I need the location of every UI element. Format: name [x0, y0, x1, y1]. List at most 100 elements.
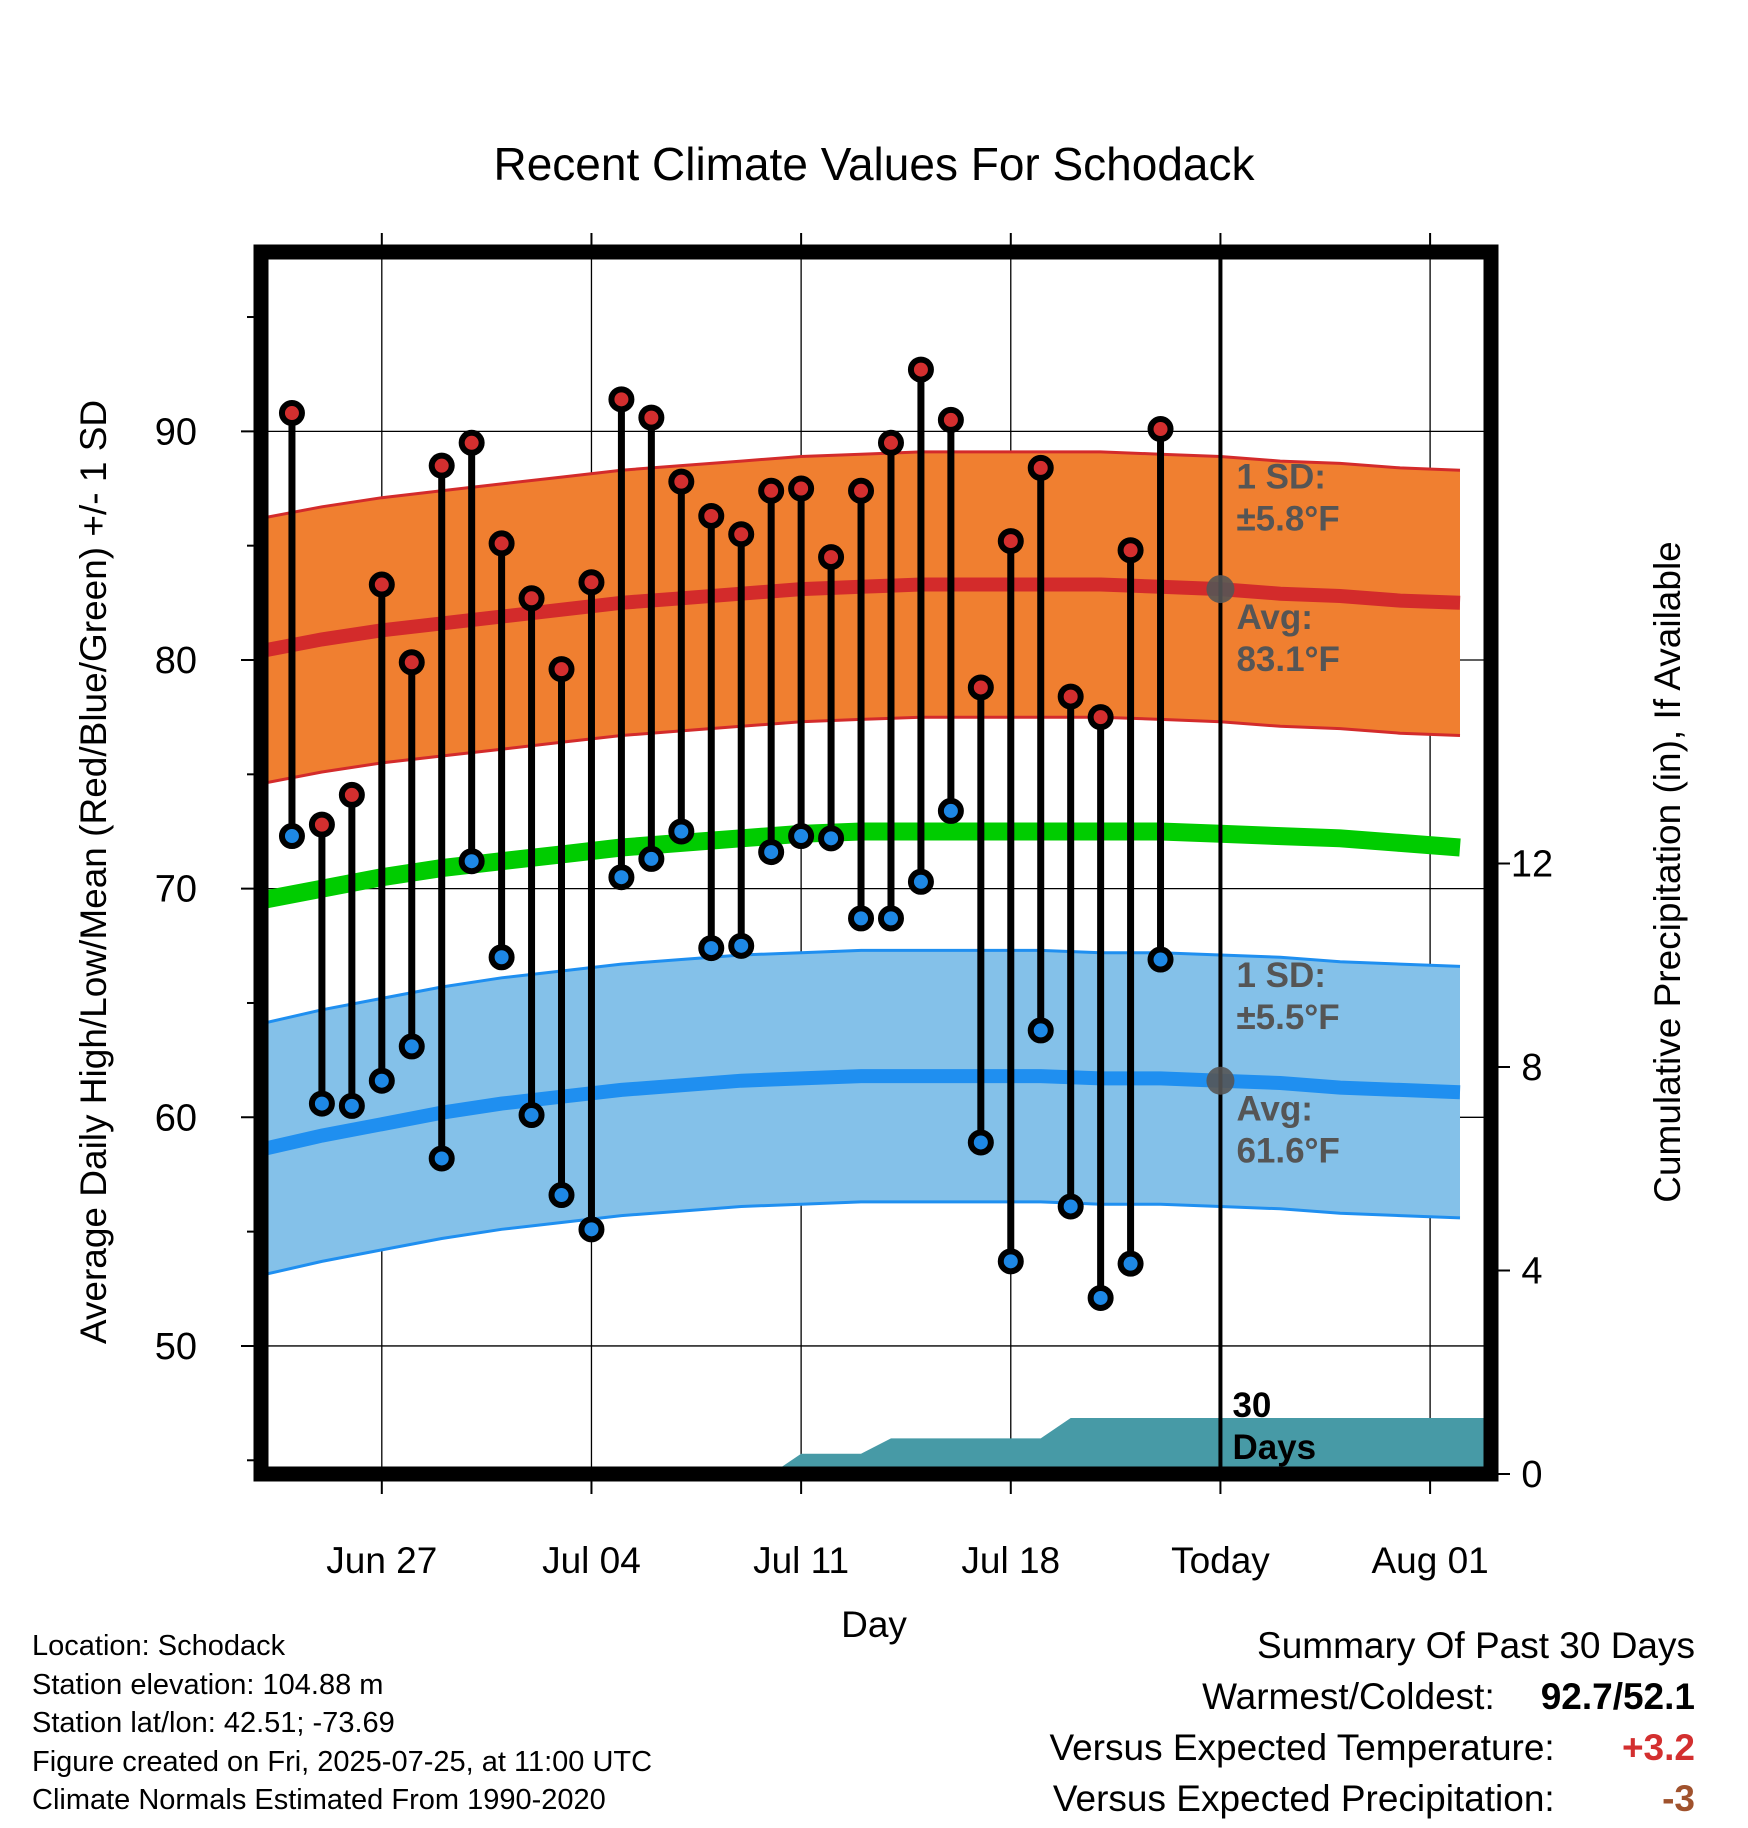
high-avg-label: Avg:	[1236, 598, 1312, 637]
high-point-2025-07-21	[1087, 704, 1114, 731]
precip-row: Versus Expected Precipitation: -3	[1049, 1773, 1695, 1824]
high-point-2025-07-10	[758, 477, 785, 504]
low-point-2025-07-12	[818, 825, 845, 852]
x-axis-ticks: Jun 27 Jul 04 Jul 11 Jul 18 Today Aug 01	[326, 233, 1489, 1581]
y-tick-label-90: 90	[155, 411, 197, 453]
high-point-2025-07-01	[488, 530, 515, 557]
x-axis-label: Day	[841, 1604, 907, 1645]
high-point-2025-07-07	[668, 468, 695, 495]
low-point-2025-07-13	[848, 905, 875, 932]
precipitation-fill	[771, 1418, 1490, 1474]
high-point-2025-07-17	[967, 674, 994, 701]
today-high-avg-marker	[1206, 575, 1235, 604]
low-point-2025-07-19	[1027, 1017, 1054, 1044]
chart-title: Recent Climate Values For Schodack	[493, 138, 1255, 190]
high-sd-label: 1 SD:	[1236, 458, 1325, 497]
low-point-2025-07-23	[1147, 946, 1174, 973]
y2-tick-label-4: 4	[1521, 1251, 1542, 1293]
low-avg-value: 61.6°F	[1236, 1132, 1340, 1171]
high-point-2025-07-14	[877, 429, 904, 456]
precipitation-area	[771, 1418, 1490, 1474]
warm-cold-row: Warmest/Coldest: 92.7/52.1	[1049, 1671, 1695, 1722]
low-point-2025-07-16	[937, 797, 964, 824]
elevation-text: Station elevation: 104.88 m	[32, 1668, 384, 1701]
low-point-2025-07-14	[877, 905, 904, 932]
latlon-text: Station lat/lon: 42.51; -73.69	[32, 1707, 395, 1739]
created-text: Figure created on Fri, 2025-07-25, at 11…	[32, 1745, 653, 1778]
high-point-2025-06-28	[398, 649, 425, 676]
y2-tick-label-12: 12	[1511, 844, 1553, 886]
location-text: Location: Schodack	[32, 1630, 286, 1662]
temp-value: +3.2	[1621, 1727, 1695, 1768]
low-point-2025-07-02	[518, 1102, 545, 1129]
y-tick-label-50: 50	[155, 1326, 197, 1368]
x-tick-label-4: Today	[1171, 1540, 1270, 1581]
high-point-2025-06-29	[428, 452, 455, 479]
low-point-2025-07-07	[668, 818, 695, 845]
summary-panel: Summary Of Past 30 Days Warmest/Coldest:…	[1049, 1620, 1695, 1824]
high-point-2025-07-19	[1027, 454, 1054, 481]
high-point-2025-07-18	[997, 528, 1024, 555]
low-point-2025-07-08	[698, 935, 725, 962]
high-point-2025-06-24	[278, 400, 305, 427]
high-avg-value: 83.1°F	[1236, 640, 1340, 679]
low-point-2025-07-17	[967, 1129, 994, 1156]
days-label: Days	[1232, 1428, 1316, 1467]
low-point-2025-07-15	[907, 868, 934, 895]
precip-value: -3	[1662, 1778, 1695, 1819]
y2-axis-label: Cumulative Precipitation (in), If Availa…	[1647, 541, 1688, 1203]
low-point-2025-07-06	[638, 845, 665, 872]
low-point-2025-07-03	[548, 1182, 575, 1209]
high-point-2025-07-08	[698, 502, 725, 529]
y-tick-label-80: 80	[155, 640, 197, 682]
low-sd-lower-line	[262, 1200, 1461, 1277]
y-axis-ticks: 50 60 70 80 90	[155, 316, 262, 1462]
low-point-2025-06-24	[278, 823, 305, 850]
high-point-2025-07-20	[1057, 683, 1084, 710]
low-sd-label: 1 SD:	[1236, 956, 1325, 995]
low-point-2025-07-22	[1117, 1250, 1144, 1277]
high-point-2025-06-27	[368, 571, 395, 598]
low-point-2025-06-27	[368, 1067, 395, 1094]
high-point-2025-06-26	[338, 781, 365, 808]
y2-axis-ticks: 0 4 8 12	[1490, 844, 1553, 1496]
low-point-2025-07-10	[758, 839, 785, 866]
y-tick-label-60: 60	[155, 1097, 197, 1139]
low-avg-line	[262, 1069, 1461, 1157]
low-sd-upper-line	[262, 948, 1461, 1026]
high-point-2025-07-12	[818, 544, 845, 571]
today-line	[1206, 253, 1235, 1474]
x-tick-label-3: Jul 18	[961, 1540, 1060, 1581]
y-tick-label-70: 70	[155, 869, 197, 911]
high-sd-upper-line	[262, 450, 1461, 520]
low-point-2025-06-28	[398, 1033, 425, 1060]
high-sd-value: ±5.8°F	[1236, 500, 1339, 539]
today-low-avg-marker	[1206, 1066, 1235, 1095]
high-point-2025-06-25	[308, 811, 335, 838]
low-point-2025-07-01	[488, 944, 515, 971]
temp-label: Versus Expected Temperature:	[1049, 1727, 1555, 1768]
low-sd-value: ±5.5°F	[1236, 998, 1339, 1037]
high-point-2025-07-06	[638, 404, 665, 431]
low-point-2025-06-26	[338, 1092, 365, 1119]
summary-title: Summary Of Past 30 Days	[1257, 1625, 1695, 1666]
low-point-2025-07-18	[997, 1248, 1024, 1275]
precip-label: Versus Expected Precipitation:	[1052, 1778, 1555, 1819]
y2-tick-label-0: 0	[1521, 1454, 1542, 1496]
y-axis-label: Average Daily High/Low/Mean (Red/Blue/Gr…	[73, 400, 114, 1344]
high-point-2025-07-23	[1147, 416, 1174, 443]
x-tick-label-5: Aug 01	[1371, 1540, 1488, 1581]
temperature-stems	[278, 356, 1174, 1311]
high-point-2025-07-13	[848, 477, 875, 504]
low-point-2025-06-29	[428, 1145, 455, 1172]
high-point-2025-07-04	[578, 569, 605, 596]
warm-cold-value: 92.7/52.1	[1540, 1676, 1695, 1717]
high-point-2025-07-02	[518, 585, 545, 612]
high-point-2025-07-09	[728, 521, 755, 548]
low-point-2025-07-11	[788, 823, 815, 850]
normals-text: Climate Normals Estimated From 1990-2020	[32, 1784, 606, 1816]
low-point-2025-06-25	[308, 1090, 335, 1117]
days-count: 30	[1232, 1386, 1271, 1425]
low-avg-label: Avg:	[1236, 1090, 1312, 1129]
